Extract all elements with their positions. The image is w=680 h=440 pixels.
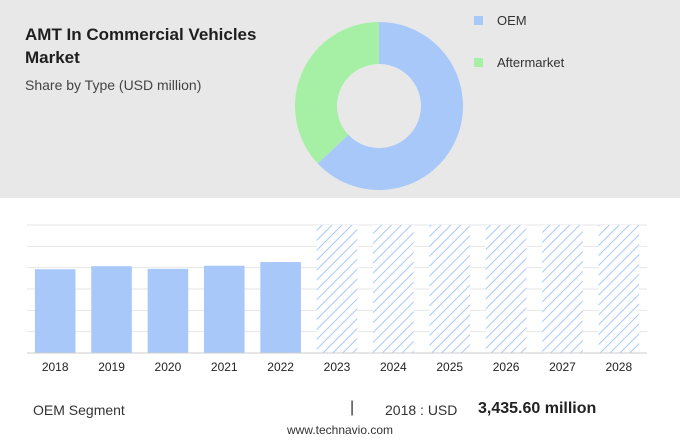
x-tick-label: 2018 (42, 360, 69, 374)
bar-2020 (147, 268, 189, 353)
donut-slice-aftermarket (295, 22, 379, 164)
chart-title: AMT In Commercial Vehicles Market (25, 25, 257, 67)
bar-2021 (203, 265, 245, 353)
bar-chart: 2018 2019 2020 2021 2022 2023 2024 2025 2026 2027… (27, 224, 647, 374)
bar-2019 (91, 266, 132, 353)
forecast-bar-2028 (598, 225, 640, 353)
forecast-bar-2025 (429, 225, 471, 353)
donut-slice-oem (317, 22, 463, 190)
footer-segment: OEM Segment (33, 402, 125, 418)
donut-chart (295, 22, 463, 190)
forecast-bar-2023 (316, 225, 358, 353)
x-tick-label: 2020 (155, 360, 182, 374)
x-tick-label: 2022 (267, 360, 294, 374)
x-tick-label: 2019 (98, 360, 125, 374)
legend-label-aftermarket: Aftermarket (497, 54, 565, 70)
x-tick-label: 2026 (493, 360, 520, 374)
legend-label-oem: OEM (497, 12, 527, 28)
x-tick-label: 2023 (324, 360, 351, 374)
footer-separator: | (350, 399, 355, 416)
legend-item-aftermarket: Aftermarket (474, 52, 564, 72)
x-tick-label: 2028 (605, 360, 632, 374)
legend-swatch-aftermarket (474, 57, 483, 67)
x-tick-label: 2027 (549, 360, 576, 374)
footer-value: 3,435.60 million (478, 400, 597, 417)
forecast-bar-2024 (373, 225, 414, 353)
legend: OEM Aftermarket (474, 10, 564, 94)
x-tick-label: 2025 (436, 360, 463, 374)
bar-2018 (34, 269, 76, 353)
legend-swatch-oem (474, 15, 483, 25)
footer-year-label: 2018 : USD (385, 402, 458, 418)
forecast-bar-2026 (485, 225, 527, 353)
source-url: www.technavio.com (286, 423, 394, 437)
legend-item-oem: OEM (474, 10, 564, 30)
x-tick-label: 2021 (211, 360, 238, 374)
chart-subtitle: Share by Type (USD million) (25, 77, 202, 93)
x-tick-label: 2024 (380, 360, 407, 374)
forecast-bar-2027 (542, 225, 583, 353)
bar-2022 (260, 262, 301, 353)
